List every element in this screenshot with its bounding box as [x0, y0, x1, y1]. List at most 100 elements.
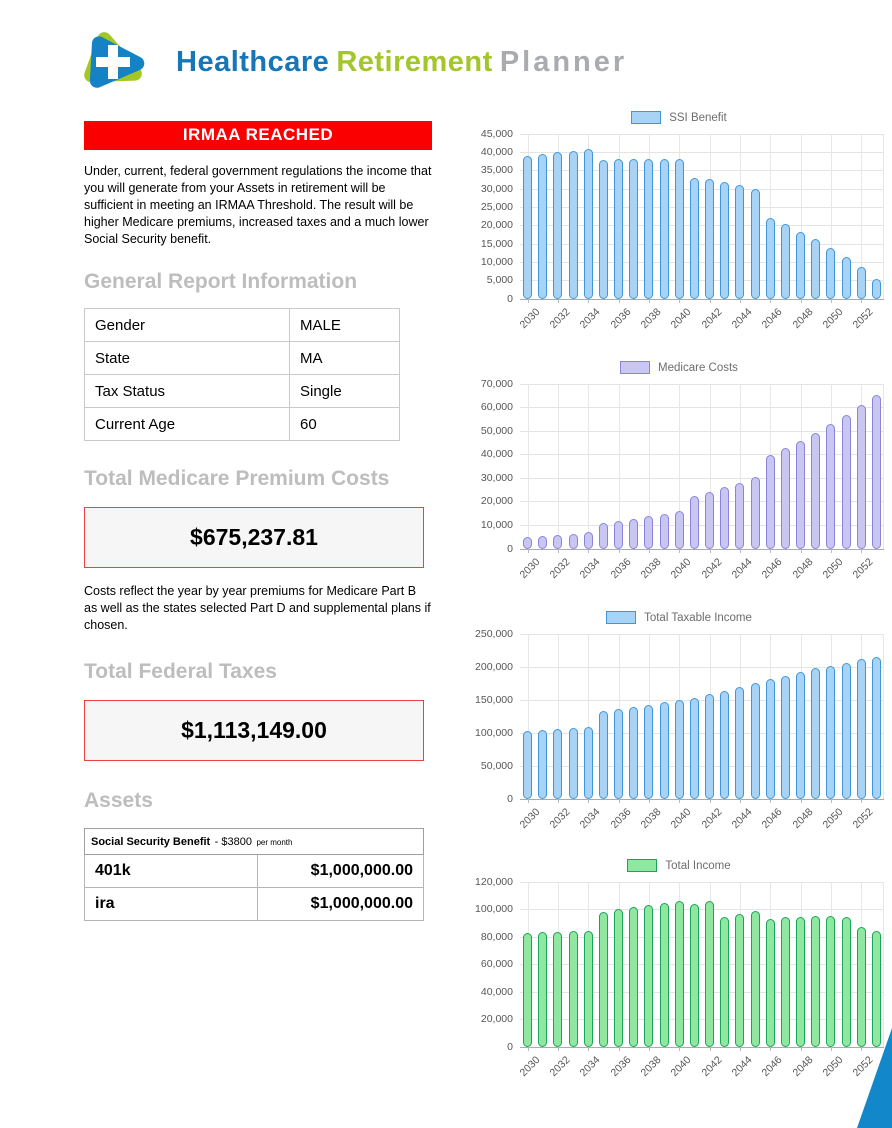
x-axis-tick	[527, 549, 529, 553]
x-axis-tick	[679, 799, 681, 803]
y-axis-tick-label: 40,000	[480, 448, 513, 461]
bar-2033	[568, 533, 578, 549]
bar-2041	[689, 904, 699, 1047]
bar-2044	[735, 482, 745, 549]
gridline	[861, 134, 863, 299]
x-axis-tick-label: 2050	[820, 306, 846, 332]
y-axis-tick-label: 60,000	[480, 958, 513, 970]
chart-x-axis: 2030 2032 2034 2036 2038 2040 2042 2044 2046 2048…	[517, 299, 884, 345]
x-axis-tick-label: 2046	[759, 306, 785, 332]
bar-2032	[553, 931, 563, 1047]
gridline	[618, 384, 620, 549]
y-axis-tick-label: 40,000	[480, 985, 513, 998]
medicare-total-amount: $675,237.81	[84, 507, 424, 568]
gridline	[520, 633, 884, 635]
info-value: Single	[289, 374, 400, 408]
bar-2044	[735, 687, 745, 799]
table-row: Current Age 60	[84, 407, 400, 441]
y-axis-tick-label: 70,000	[480, 377, 513, 390]
x-axis-tick-label: 2040	[668, 556, 694, 582]
bar-2036	[614, 520, 624, 549]
bar-2032	[553, 729, 563, 799]
bar-2044	[735, 184, 745, 299]
legend-swatch	[631, 111, 662, 124]
bar-2051	[841, 662, 851, 799]
bar-2043	[720, 182, 730, 299]
gridline	[520, 243, 884, 245]
x-axis-tick	[527, 1047, 529, 1051]
y-axis-tick-label: 30,000	[480, 471, 513, 484]
legend-label: SSI Benefit	[669, 111, 727, 124]
chart-legend: Total Income	[472, 858, 886, 873]
x-axis-tick	[800, 299, 802, 303]
bar-2047	[780, 917, 790, 1047]
gridline	[527, 634, 529, 799]
x-axis-tick	[770, 1047, 772, 1051]
x-axis-tick	[800, 549, 802, 553]
chart-plot-area: 0 20,000 40,000 60,000 80,000 100,000 120,000	[475, 876, 884, 1053]
app-title-planner: Planner	[499, 45, 628, 78]
bar-2042	[705, 179, 715, 299]
x-axis-tick	[739, 549, 741, 553]
x-axis-tick	[588, 549, 590, 553]
y-axis-tick-label: 50,000	[480, 424, 513, 437]
x-axis-tick	[679, 1047, 681, 1051]
social-security-unit: per month	[256, 838, 293, 847]
x-axis-tick-label: 2030	[517, 806, 543, 832]
y-axis-tick-label: 20,000	[480, 495, 513, 508]
gridline	[520, 524, 884, 526]
bar-2048	[796, 231, 806, 299]
chart-legend: Medicare Costs	[472, 360, 886, 375]
bar-2045	[750, 683, 760, 799]
gridline	[800, 134, 802, 299]
bar-2039	[659, 902, 669, 1047]
x-axis-tick-label: 2048	[790, 556, 816, 582]
bar-2038	[644, 704, 654, 799]
gridline	[648, 384, 650, 549]
info-label: Current Age	[84, 407, 290, 441]
x-axis-tick-label: 2044	[729, 806, 755, 832]
gridline	[520, 206, 884, 208]
gridline	[520, 936, 884, 938]
gridline	[557, 384, 559, 549]
x-axis-tick	[679, 299, 681, 303]
x-axis-tick	[527, 299, 529, 303]
x-axis-tick	[739, 299, 741, 303]
bar-2034	[583, 532, 593, 549]
gridline	[588, 384, 590, 549]
gridline	[520, 699, 884, 701]
y-axis-tick-label: 0	[507, 1040, 513, 1053]
bar-2047	[780, 675, 790, 799]
gridline	[520, 298, 884, 300]
bar-2043	[720, 487, 730, 549]
x-axis-tick	[557, 799, 559, 803]
info-value: MALE	[289, 308, 400, 342]
x-axis-tick-label: 2036	[608, 556, 634, 582]
x-axis-tick-label: 2034	[577, 1054, 603, 1080]
bar-2031	[538, 932, 548, 1047]
gridline	[883, 134, 884, 299]
x-axis-tick-label: 2036	[608, 306, 634, 332]
x-axis-tick-label: 2032	[547, 556, 573, 582]
bar-2047	[780, 224, 790, 299]
gridline	[520, 732, 884, 734]
bar-2051	[841, 257, 851, 299]
info-value: 60	[289, 407, 400, 441]
x-axis-tick	[739, 799, 741, 803]
gridline	[520, 407, 884, 409]
gridline	[739, 384, 741, 549]
x-axis-tick-label: 2050	[820, 806, 846, 832]
bar-2038	[644, 158, 654, 299]
bar-2036	[614, 708, 624, 799]
x-axis-tick	[739, 1047, 741, 1051]
x-axis-tick	[557, 549, 559, 553]
bar-2048	[796, 916, 806, 1047]
bar-2035	[598, 159, 608, 299]
bar-2047	[780, 448, 790, 549]
x-axis-tick-label: 2044	[729, 556, 755, 582]
x-axis-tick-label: 2046	[759, 806, 785, 832]
x-axis-tick-label: 2032	[547, 306, 573, 332]
x-axis-tick-label: 2040	[668, 806, 694, 832]
x-axis-tick-label: 2038	[638, 556, 664, 582]
ssi-benefit-chart: SSI Benefit 0 5,000 10,000 15,000 20,000 25,0…	[472, 110, 886, 345]
